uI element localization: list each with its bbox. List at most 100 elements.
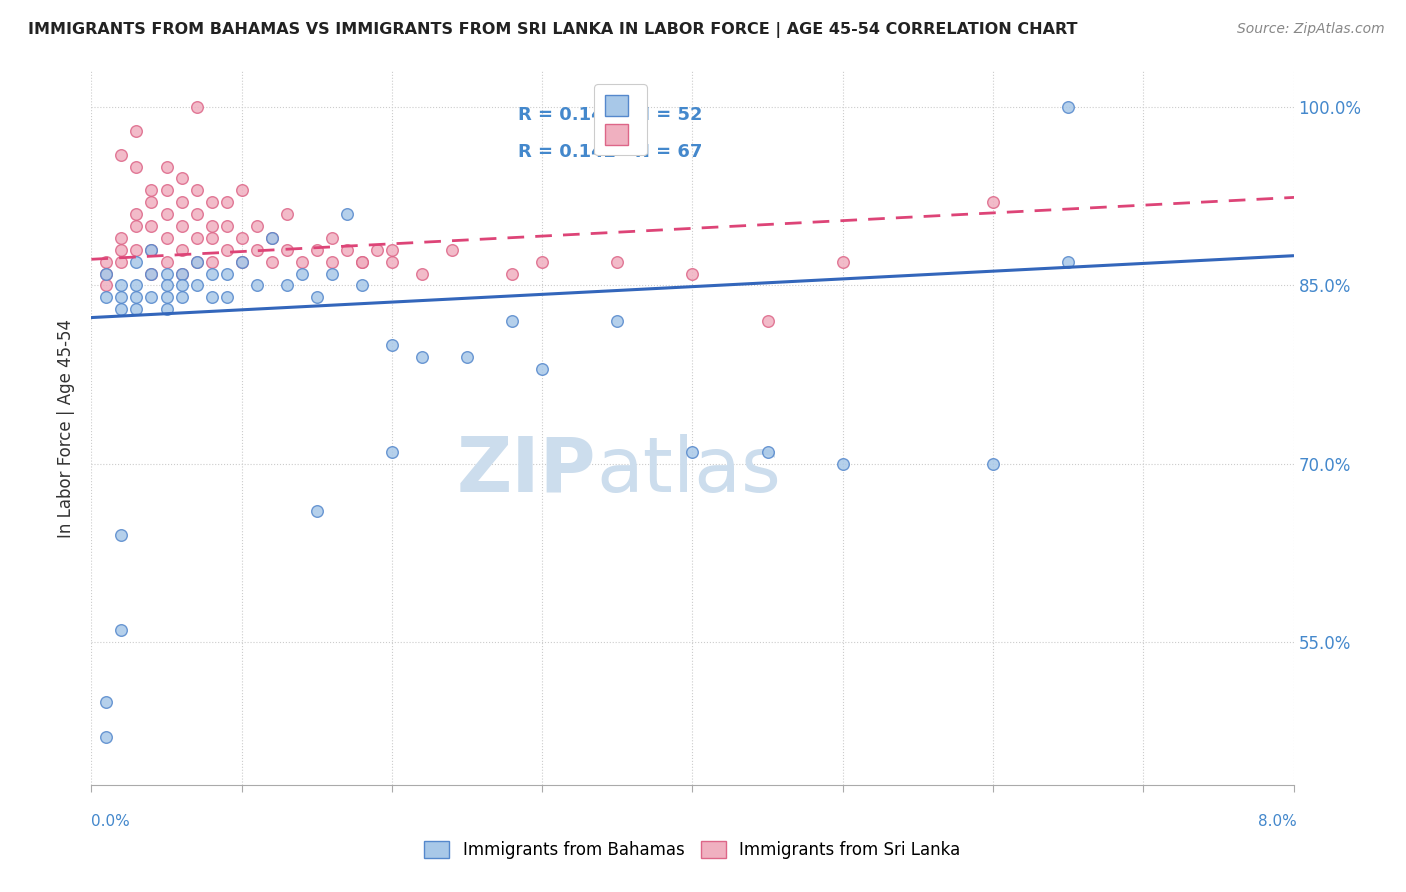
Point [141,219,163,233]
Point [110,254,132,268]
Point [350,254,373,268]
Point [110,528,132,542]
Point [1057,100,1080,114]
Point [141,243,163,257]
Point [411,267,433,281]
Point [201,267,224,281]
Point [170,171,193,186]
Point [321,254,343,268]
Point [260,231,283,245]
Point [681,445,703,459]
Point [215,195,238,210]
Text: IMMIGRANTS FROM BAHAMAS VS IMMIGRANTS FROM SRI LANKA IN LABOR FORCE | AGE 45-54 : IMMIGRANTS FROM BAHAMAS VS IMMIGRANTS FR… [28,22,1077,38]
Point [260,254,283,268]
Point [531,361,554,376]
Point [321,231,343,245]
Point [246,243,269,257]
Point [215,267,238,281]
Point [246,219,269,233]
Point [125,302,148,317]
Point [110,302,132,317]
Point [606,314,628,328]
Point [291,254,314,268]
Point [305,504,328,518]
Point [170,267,193,281]
Point [756,445,779,459]
Point [186,254,208,268]
Point [321,267,343,281]
Point [170,290,193,304]
Text: 0.0%: 0.0% [91,814,131,830]
Point [110,290,132,304]
Point [155,160,177,174]
Point [276,207,298,221]
Point [231,183,253,197]
Point [110,147,132,161]
Point [201,195,224,210]
Point [96,290,118,304]
Point [125,207,148,221]
Point [125,160,148,174]
Point [411,350,433,364]
Point [170,243,193,257]
Text: Source: ZipAtlas.com: Source: ZipAtlas.com [1237,22,1385,37]
Point [141,290,163,304]
Point [350,254,373,268]
Point [141,183,163,197]
Point [110,624,132,638]
Point [110,243,132,257]
Point [186,207,208,221]
Y-axis label: In Labor Force | Age 45-54: In Labor Force | Age 45-54 [58,318,76,538]
Point [231,231,253,245]
Point [96,731,118,745]
Point [141,267,163,281]
Legend: , : , [595,84,647,155]
Point [276,278,298,293]
Point [155,183,177,197]
Point [1057,254,1080,268]
Point [170,219,193,233]
Point [246,278,269,293]
Point [440,243,463,257]
Point [350,278,373,293]
Point [125,290,148,304]
Text: 8.0%: 8.0% [1257,814,1296,830]
Text: R = 0.142   N = 67: R = 0.142 N = 67 [519,143,703,161]
Point [366,243,388,257]
Point [155,254,177,268]
Point [155,278,177,293]
Point [186,278,208,293]
Point [201,290,224,304]
Point [96,278,118,293]
Point [531,254,554,268]
Point [186,100,208,114]
Point [305,243,328,257]
Point [141,267,163,281]
Point [96,695,118,709]
Point [215,219,238,233]
Point [125,124,148,138]
Point [186,231,208,245]
Point [215,243,238,257]
Point [155,290,177,304]
Point [96,267,118,281]
Point [155,207,177,221]
Point [110,278,132,293]
Point [125,219,148,233]
Point [170,278,193,293]
Point [125,254,148,268]
Point [96,254,118,268]
Point [276,243,298,257]
Point [201,219,224,233]
Point [155,302,177,317]
Point [831,457,853,471]
Point [381,243,404,257]
Point [141,243,163,257]
Point [141,195,163,210]
Point [201,254,224,268]
Point [125,243,148,257]
Point [170,267,193,281]
Point [981,457,1004,471]
Point [260,231,283,245]
Point [170,195,193,210]
